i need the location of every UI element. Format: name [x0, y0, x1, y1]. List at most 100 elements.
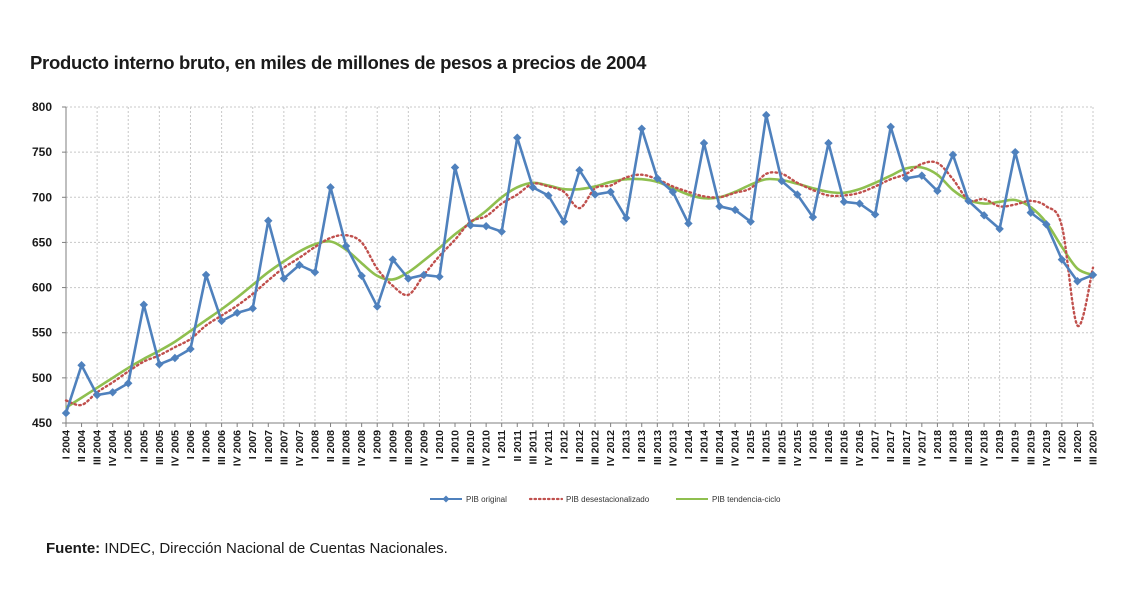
x-tick-label: III 2005: [154, 430, 166, 465]
x-tick-label: I 2009: [372, 430, 384, 459]
x-tick-label: III 2018: [963, 430, 975, 465]
x-tick-label: II 2012: [574, 430, 586, 462]
x-tick-label: IV 2009: [418, 430, 430, 466]
data-point-original: [326, 183, 335, 192]
x-tick-label: III 2006: [216, 430, 228, 465]
x-tick-label: II 2013: [636, 430, 648, 462]
data-point-original: [637, 124, 646, 133]
y-tick-label: 700: [32, 190, 52, 204]
x-tick-label: IV 2006: [232, 430, 244, 466]
data-point-original: [435, 272, 444, 281]
data-point-original: [917, 171, 927, 180]
x-tick-label: II 2019: [1010, 430, 1022, 462]
x-tick-label: I 2020: [1056, 430, 1068, 459]
x-tick-label: I 2011: [496, 430, 508, 459]
data-point-original: [404, 274, 413, 283]
x-tick-label: III 2014: [714, 430, 726, 465]
x-tick-label: IV 2016: [854, 430, 866, 466]
y-axis-ticks: 450 500 550 600 650 700 750 800: [32, 100, 52, 430]
x-tick-label: III 2007: [278, 430, 290, 465]
chart-title: Producto interno bruto, en miles de mill…: [30, 52, 647, 73]
x-tick-label: II 2010: [450, 430, 462, 462]
x-tick-label: III 2008: [341, 430, 353, 465]
data-point-original: [450, 163, 460, 172]
data-point-original: [575, 166, 584, 175]
data-point-original: [77, 361, 86, 370]
data-point-original: [933, 186, 942, 196]
x-tick-label: IV 2010: [481, 430, 493, 466]
data-point-original: [979, 211, 989, 220]
chart-axes: [62, 106, 1094, 427]
data-point-original: [870, 210, 880, 219]
data-point-original: [886, 122, 895, 132]
data-point-original: [808, 212, 818, 222]
data-point-original: [621, 213, 631, 223]
x-tick-label: II 2005: [138, 430, 150, 462]
data-point-original: [388, 255, 397, 264]
x-tick-label: III 2015: [776, 430, 788, 465]
source-label: Fuente:: [46, 540, 101, 557]
data-point-original: [513, 133, 522, 142]
data-point-original: [466, 221, 475, 230]
data-point-original: [139, 300, 149, 309]
x-tick-label: IV 2013: [667, 430, 679, 466]
data-point-original: [310, 268, 320, 277]
x-tick-label: I 2006: [185, 430, 197, 459]
y-tick-label: 800: [32, 100, 52, 114]
data-point-original: [1088, 270, 1098, 280]
x-tick-label: III 2012: [590, 430, 602, 465]
x-tick-label: I 2016: [807, 430, 819, 459]
x-tick-label: II 2004: [76, 430, 88, 462]
data-point-original: [1042, 220, 1051, 229]
legend-label-tendencia: PIB tendencia-ciclo: [712, 495, 781, 504]
x-tick-label: II 2016: [823, 430, 835, 462]
x-tick-label: II 2011: [512, 430, 524, 462]
x-tick-label: II 2015: [761, 430, 773, 462]
data-point-original: [357, 271, 366, 281]
x-tick-label: I 2007: [247, 430, 259, 459]
chart: 450 500 550 600 650 700 750 800 I 2004 II 2004 II…: [32, 100, 1100, 504]
x-tick-label: I 2010: [434, 430, 446, 459]
x-tick-label: III 2013: [652, 430, 664, 465]
x-tick-label: II 2018: [947, 430, 959, 462]
x-tick-label: III 2011: [527, 430, 539, 465]
data-point-original: [124, 379, 133, 388]
data-point-original: [186, 344, 195, 354]
data-point-original: [201, 270, 211, 280]
data-point-original: [155, 360, 164, 369]
legend-item-desestacionalizado[interactable]: PIB desestacionalizado: [528, 495, 650, 504]
data-point-original: [793, 190, 802, 199]
data-point-original: [653, 174, 662, 183]
data-point-original: [108, 388, 117, 397]
x-tick-label: IV 2004: [107, 430, 119, 466]
legend-item-tendencia[interactable]: PIB tendencia-ciclo: [676, 495, 781, 504]
y-tick-label: 500: [32, 371, 52, 385]
data-point-original: [855, 199, 864, 208]
y-tick-label: 750: [32, 145, 52, 159]
x-tick-label: IV 2015: [792, 430, 804, 466]
series-line-original: [64, 113, 1094, 414]
data-point-original: [497, 227, 506, 236]
series-line-desestacionalizado: [64, 160, 1095, 407]
data-point-original: [590, 190, 600, 199]
x-tick-label: I 2014: [683, 430, 695, 459]
y-tick-label: 650: [32, 235, 52, 249]
data-point-original: [964, 196, 973, 206]
data-point-original: [668, 187, 678, 197]
data-point-original: [232, 308, 242, 318]
data-point-original: [419, 270, 429, 280]
y-tick-label: 450: [32, 416, 52, 430]
legend-label-original: PIB original: [466, 495, 507, 504]
x-tick-label: I 2004: [61, 430, 73, 459]
legend-item-original[interactable]: PIB original: [430, 495, 507, 504]
y-tick-label: 550: [32, 326, 52, 340]
data-point-original: [217, 316, 226, 326]
data-point-original: [762, 110, 771, 120]
data-point-original: [824, 138, 833, 148]
data-point-original: [839, 197, 849, 206]
x-tick-label: IV 2017: [916, 430, 928, 466]
x-axis-ticks: I 2004 II 2004 III 2004 IV 2004 I 2005 II 200…: [61, 430, 1100, 466]
x-tick-label: IV 2014: [730, 430, 742, 466]
data-point-original: [61, 408, 71, 418]
data-point-original: [373, 302, 382, 311]
